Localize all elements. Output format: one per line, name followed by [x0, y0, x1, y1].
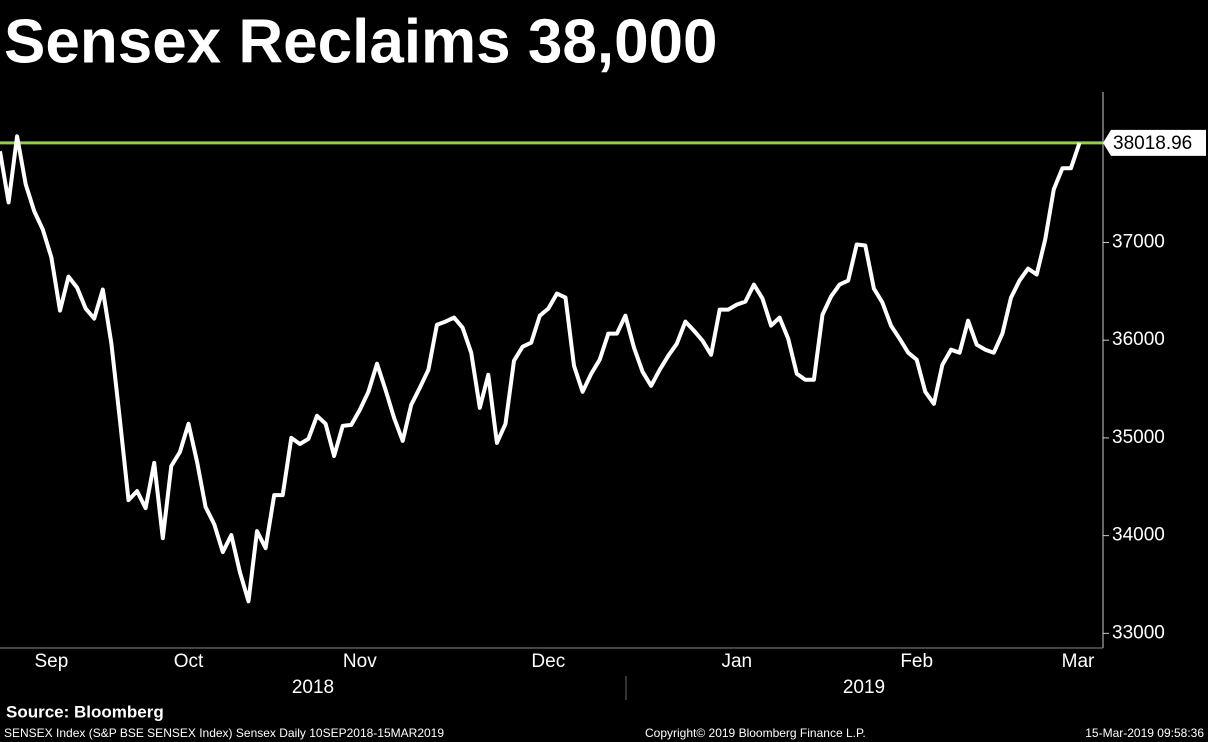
- source: Source: Bloomberg: [6, 702, 164, 721]
- x-tick-label: Nov: [343, 651, 377, 672]
- chart-title: Sensex Reclaims 38,000: [4, 7, 718, 76]
- y-tick-label: 37000: [1112, 231, 1165, 252]
- y-tick-label: 35000: [1112, 427, 1165, 448]
- year-label: 2019: [843, 677, 885, 698]
- timestamp: 15-Mar-2019 09:58:36: [1085, 726, 1204, 740]
- value-badge: [1103, 129, 1206, 156]
- y-tick-label: 36000: [1112, 329, 1165, 350]
- footnote: SENSEX Index (S&P BSE SENSEX Index) Sens…: [4, 726, 444, 740]
- x-tick-label: Oct: [174, 651, 204, 672]
- x-tick-label: Mar: [1062, 651, 1095, 672]
- x-tick-label: Jan: [721, 651, 752, 672]
- copyright: Copyright© 2019 Bloomberg Finance L.P.: [645, 726, 866, 740]
- y-tick-label: 33000: [1112, 622, 1165, 643]
- x-tick-label: Dec: [531, 651, 565, 672]
- x-tick-label: Sep: [34, 651, 68, 672]
- price-line: [0, 134, 1082, 604]
- value-badge-label: 38018.96: [1113, 133, 1192, 154]
- year-label: 2018: [292, 677, 334, 698]
- x-tick-label: Feb: [900, 651, 933, 672]
- y-tick-label: 34000: [1112, 525, 1165, 546]
